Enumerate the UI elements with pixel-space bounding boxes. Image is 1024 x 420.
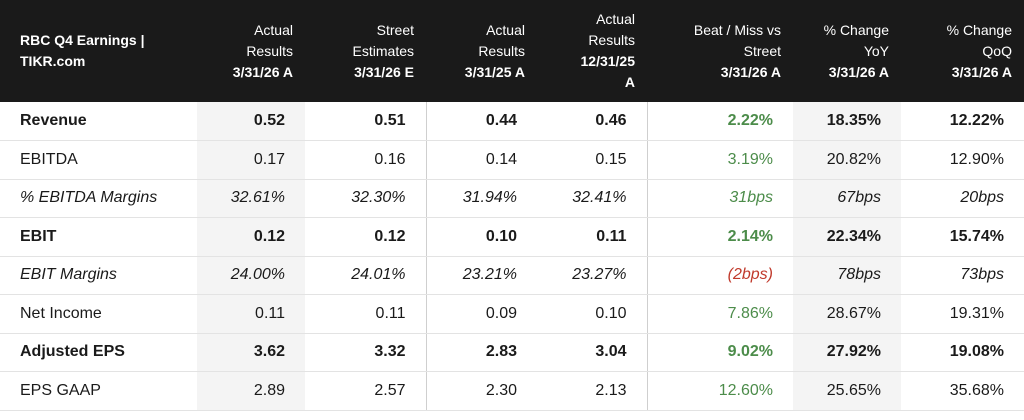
cell-prior-quarter: 0.15 [537,140,647,180]
cell-qoq: 19.08% [901,332,1024,372]
cell-estimate: 2.57 [305,371,426,411]
row-label: EPS GAAP [0,371,197,411]
cell-actual: 3.62 [197,332,305,372]
cell-qoq: 35.68% [901,371,1024,411]
cell-prior-year: 0.14 [425,140,537,180]
row-label: EBITDA [0,140,197,180]
cell-yoy: 78bps [793,256,901,295]
cell-prior-year: 0.44 [425,102,537,141]
cell-yoy: 18.35% [793,102,901,141]
col-header-beat-miss: Beat / Miss vs Street 3/31/26 A [647,0,793,102]
cell-prior-year: 0.09 [425,294,537,334]
cell-prior-year: 2.83 [425,332,537,372]
cell-yoy: 22.34% [793,217,901,257]
table-row-net-income: Net Income 0.11 0.11 0.09 0.10 7.86% 28.… [0,294,1024,334]
cell-actual: 0.11 [197,294,305,334]
table-row-ebitda: EBITDA 0.17 0.16 0.14 0.15 3.19% 20.82% … [0,140,1024,180]
cell-estimate: 3.32 [305,332,426,372]
title-source: TIKR.com [20,53,86,69]
cell-yoy: 67bps [793,179,901,218]
cell-qoq: 73bps [901,256,1024,295]
cell-qoq: 19.31% [901,294,1024,334]
cell-actual: 24.00% [197,256,305,295]
cell-prior-quarter: 3.04 [537,332,647,372]
row-label: % EBITDA Margins [0,179,197,218]
col-header-actual-q4-25: Actual Results 12/31/25 A [537,0,647,102]
cell-prior-year: 31.94% [425,179,537,218]
col-header-actual-q1-25: Actual Results 3/31/25 A [426,0,537,102]
row-label: Adjusted EPS [0,332,197,372]
cell-yoy: 25.65% [793,371,901,411]
cell-prior-quarter: 0.11 [537,217,647,257]
cell-beat-miss: 9.02% [646,332,793,372]
cell-estimate: 0.11 [305,294,426,334]
cell-qoq: 12.90% [901,140,1024,180]
cell-yoy: 28.67% [793,294,901,334]
cell-qoq: 15.74% [901,217,1024,257]
cell-prior-year: 2.30 [425,371,537,411]
cell-beat-miss: 3.19% [646,140,793,180]
cell-actual: 0.12 [197,217,305,257]
cell-actual: 0.17 [197,140,305,180]
col-header-change-yoy: % Change YoY 3/31/26 A [793,0,901,102]
cell-estimate: 0.12 [305,217,426,257]
row-label: EBIT Margins [0,256,197,295]
cell-qoq: 12.22% [901,102,1024,141]
cell-prior-year: 0.10 [425,217,537,257]
cell-prior-quarter: 0.10 [537,294,647,334]
header-row: RBC Q4 Earnings | TIKR.com Actual Result… [0,0,1024,102]
cell-prior-year: 23.21% [425,256,537,295]
col-header-actual-q1-26: Actual Results 3/31/26 A [197,0,305,102]
cell-prior-quarter: 32.41% [537,179,647,218]
cell-estimate: 24.01% [305,256,426,295]
cell-yoy: 20.82% [793,140,901,180]
earnings-table: RBC Q4 Earnings | TIKR.com Actual Result… [0,0,1024,411]
row-label: Revenue [0,102,197,141]
cell-estimate: 0.16 [305,140,426,180]
cell-beat-miss: 12.60% [646,371,793,411]
cell-prior-quarter: 2.13 [537,371,647,411]
row-label: Net Income [0,294,197,334]
cell-actual: 0.52 [197,102,305,141]
table-row-ebitda-margins: % EBITDA Margins 32.61% 32.30% 31.94% 32… [0,179,1024,218]
title-line: RBC Q4 Earnings | [20,32,145,48]
cell-beat-miss: (2bps) [646,256,793,295]
col-header-change-qoq: % Change QoQ 3/31/26 A [901,0,1024,102]
cell-estimate: 32.30% [305,179,426,218]
table-row-adjusted-eps: Adjusted EPS 3.62 3.32 2.83 3.04 9.02% 2… [0,332,1024,372]
table-row-eps-gaap: EPS GAAP 2.89 2.57 2.30 2.13 12.60% 25.6… [0,371,1024,411]
table-title: RBC Q4 Earnings | TIKR.com [0,0,197,102]
cell-actual: 2.89 [197,371,305,411]
row-label: EBIT [0,217,197,257]
cell-yoy: 27.92% [793,332,901,372]
table-row-ebit: EBIT 0.12 0.12 0.10 0.11 2.14% 22.34% 15… [0,217,1024,257]
cell-qoq: 20bps [901,179,1024,218]
cell-beat-miss: 7.86% [646,294,793,334]
cell-beat-miss: 2.14% [646,217,793,257]
cell-beat-miss: 31bps [646,179,793,218]
cell-beat-miss: 2.22% [646,102,793,141]
table-row-revenue: Revenue 0.52 0.51 0.44 0.46 2.22% 18.35%… [0,102,1024,141]
cell-prior-quarter: 0.46 [537,102,647,141]
table-row-ebit-margins: EBIT Margins 24.00% 24.01% 23.21% 23.27%… [0,256,1024,295]
cell-estimate: 0.51 [305,102,426,141]
cell-actual: 32.61% [197,179,305,218]
col-header-street-estimates: Street Estimates 3/31/26 E [305,0,426,102]
cell-prior-quarter: 23.27% [537,256,647,295]
